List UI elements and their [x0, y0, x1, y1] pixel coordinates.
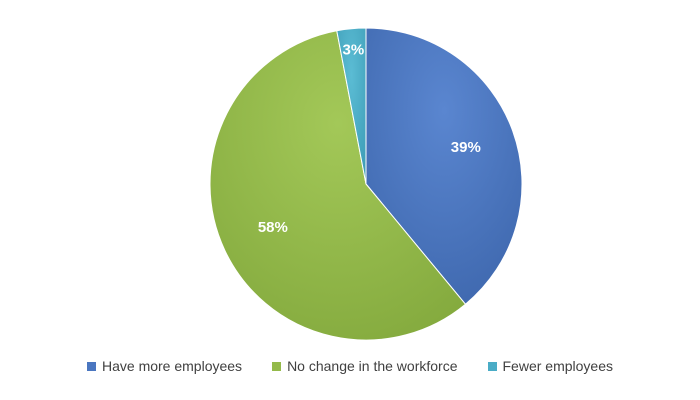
legend-swatch-3 [487, 361, 497, 371]
legend: Have more employees No change in the work… [0, 358, 700, 374]
pie-slices [209, 27, 523, 341]
pie-slice-3 [336, 27, 367, 185]
legend-swatch-1 [87, 361, 96, 371]
pie-slice-2 [209, 30, 467, 341]
legend-item-2: No change in the workforce [272, 358, 458, 374]
data-label-1: 39% [451, 139, 481, 156]
pie-data-labels: 39% 58% 3% [258, 41, 481, 235]
legend-item-1: Have more employees [87, 358, 242, 374]
data-label-3: 3% [343, 41, 365, 58]
legend-item-3: Fewer employees [487, 358, 614, 374]
legend-label-2: No change in the workforce [287, 358, 458, 374]
data-label-2: 58% [258, 219, 288, 236]
legend-swatch-2 [272, 361, 282, 371]
legend-label-3: Fewer employees [502, 358, 614, 374]
pie-slice-1 [365, 27, 523, 305]
legend-label-1: Have more employees [102, 358, 243, 374]
